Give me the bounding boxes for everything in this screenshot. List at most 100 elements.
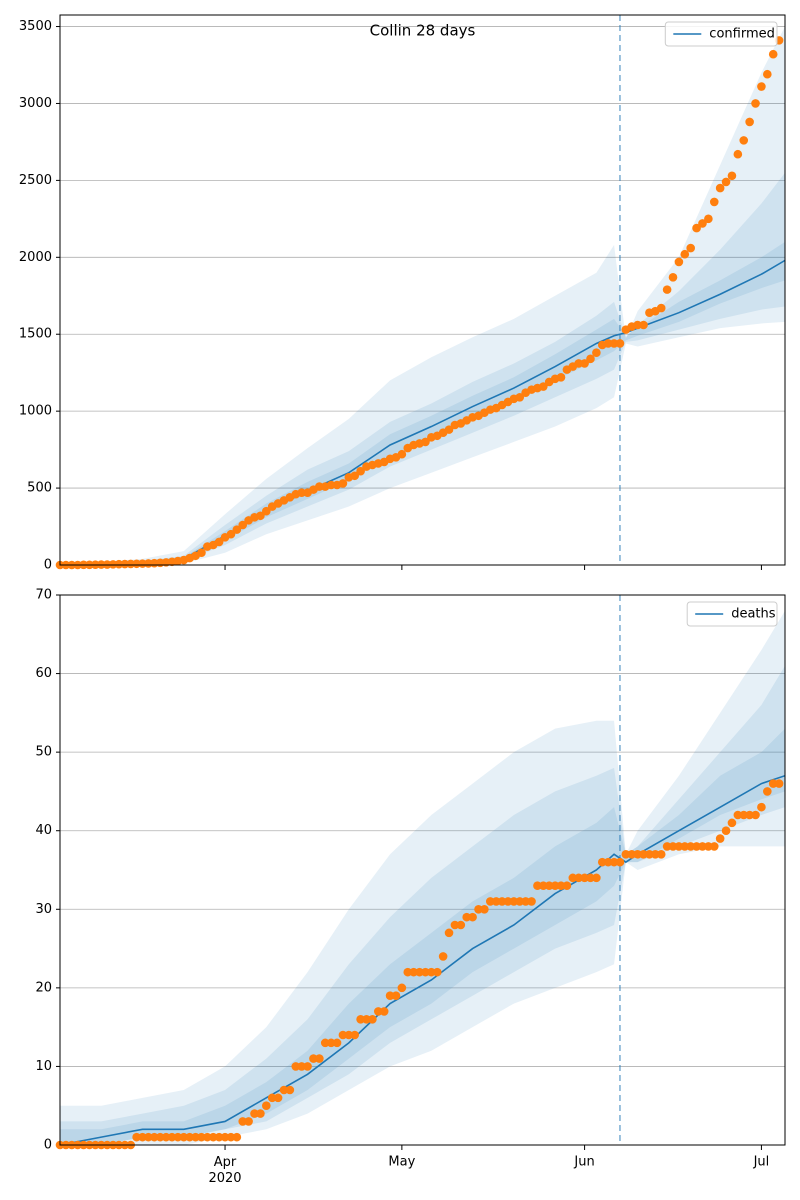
observed-point — [179, 1132, 189, 1142]
observed-point — [603, 339, 613, 348]
observed-point — [668, 842, 678, 851]
observed-point — [609, 857, 619, 867]
observed-point — [326, 1038, 336, 1048]
observed-point — [150, 1132, 159, 1142]
legend-label: deaths — [731, 607, 776, 622]
observed-point — [674, 842, 684, 851]
observed-point — [462, 912, 472, 922]
observed-point — [285, 1085, 295, 1095]
y-tick-label: 0 — [44, 558, 52, 573]
observed-point — [338, 479, 348, 488]
observed-point — [444, 425, 454, 434]
observed-point — [574, 359, 583, 368]
observed-point — [562, 881, 572, 891]
observed-point — [639, 849, 648, 859]
observed-point — [226, 1132, 236, 1142]
plot-area — [60, 595, 785, 1145]
y-tick-label: 1000 — [19, 404, 52, 419]
observed-point — [256, 511, 265, 521]
chart-title: Collin 28 days — [370, 22, 476, 40]
observed-point — [291, 1062, 301, 1071]
observed-point — [474, 904, 483, 914]
observed-point — [138, 1132, 147, 1142]
observed-point — [491, 897, 501, 906]
band — [60, 26, 785, 565]
observed-point — [208, 1132, 218, 1142]
x-tick-label: Jul — [753, 1155, 770, 1170]
x-tick-label: Apr 2020 — [208, 1155, 241, 1186]
y-tick-label: 60 — [35, 666, 52, 681]
observed-point — [262, 506, 271, 516]
observed-point — [539, 382, 548, 391]
observed-point — [615, 339, 625, 348]
observed-point — [727, 818, 737, 828]
observed-point — [515, 897, 525, 906]
observed-point — [197, 1132, 206, 1142]
observed-point — [668, 273, 678, 282]
observed-point — [698, 842, 707, 851]
observed-point — [485, 897, 495, 906]
observed-point — [203, 1132, 212, 1142]
observed-point — [232, 525, 242, 534]
observed-point — [132, 1132, 141, 1142]
observed-point — [556, 881, 566, 891]
observed-point — [539, 881, 548, 891]
observed-point — [191, 1132, 200, 1142]
observed-point — [503, 897, 513, 906]
y-tick-label: 3500 — [19, 19, 52, 34]
observed-point — [250, 1109, 259, 1118]
observed-point — [415, 967, 424, 977]
observed-point — [739, 136, 749, 145]
observed-point — [533, 881, 542, 891]
observed-point — [368, 1014, 377, 1024]
observed-point — [568, 873, 578, 883]
observed-point — [397, 449, 407, 459]
observed-point — [303, 1062, 312, 1071]
observed-point — [356, 466, 365, 476]
observed-point — [727, 171, 737, 181]
observed-point — [332, 1038, 342, 1048]
observed-point — [315, 482, 324, 491]
observed-point — [297, 488, 306, 497]
observed-point — [385, 991, 395, 1001]
observed-point — [438, 952, 448, 961]
observed-point — [733, 810, 743, 820]
observed-point — [592, 348, 601, 357]
observed-point — [144, 1132, 153, 1142]
y-tick-label: 20 — [35, 980, 52, 995]
observed-point — [326, 480, 336, 490]
observed-point — [757, 802, 766, 812]
observed-point — [698, 219, 707, 228]
observed-point — [674, 257, 684, 267]
observed-point — [350, 1030, 360, 1040]
observed-point — [409, 967, 418, 977]
observed-point — [651, 849, 660, 859]
observed-point — [403, 967, 413, 977]
axes-frame — [59, 14, 786, 566]
observed-point — [763, 69, 772, 79]
observed-point — [721, 177, 731, 187]
observed-point — [633, 320, 642, 330]
observed-point — [232, 1132, 242, 1142]
observed-point — [615, 857, 625, 867]
observed-point — [704, 842, 713, 851]
observed-point — [686, 842, 695, 851]
observed-point — [173, 1132, 183, 1142]
observed-point — [639, 320, 648, 330]
model-line — [60, 774, 785, 1145]
observed-point — [362, 1014, 371, 1024]
observed-point — [745, 810, 754, 820]
observed-point — [238, 1117, 248, 1126]
observed-point — [267, 1093, 277, 1103]
observed-point — [480, 904, 489, 914]
y-tick-label: 10 — [35, 1059, 52, 1074]
observed-point — [256, 1109, 265, 1118]
observed-point — [279, 1085, 289, 1095]
y-tick-label: 2000 — [19, 250, 52, 265]
observed-point — [645, 849, 654, 859]
observed-point — [597, 857, 607, 867]
observed-point — [751, 810, 760, 820]
observed-point — [497, 897, 507, 906]
observed-point — [297, 1062, 306, 1071]
